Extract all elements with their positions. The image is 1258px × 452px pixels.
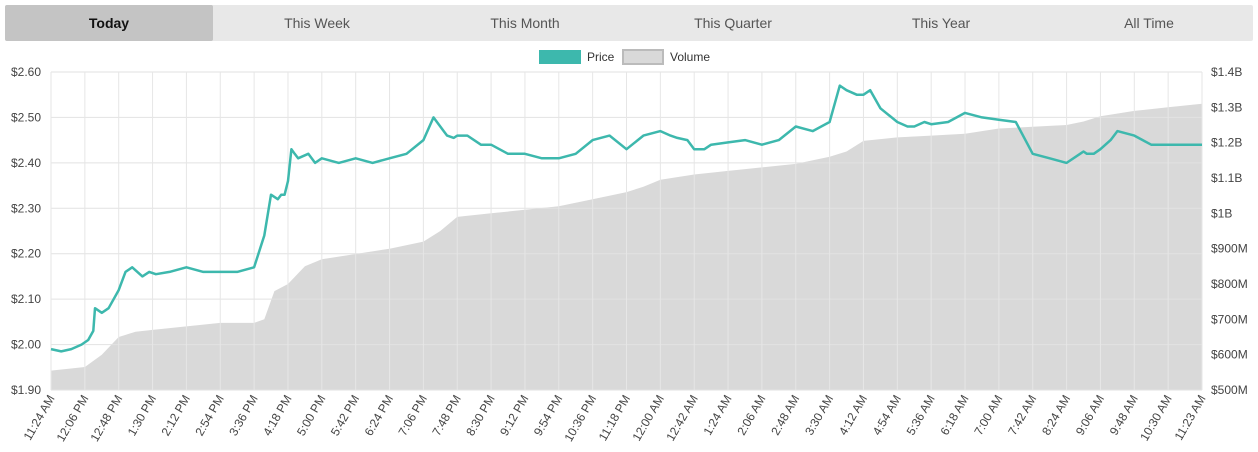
y-left-tick-label: $2.20 — [11, 247, 41, 261]
y-right-tick-label: $1.3B — [1211, 100, 1242, 114]
y-right-tick-label: $800M — [1211, 277, 1248, 291]
time-range-tabs: Today This Week This Month This Quarter … — [5, 5, 1253, 41]
x-tick-label: 7:42 AM — [1005, 393, 1039, 438]
x-tick-label: 9:54 PM — [531, 393, 565, 439]
x-tick-label: 12:48 PM — [87, 393, 125, 444]
x-tick-label: 11:18 PM — [596, 393, 633, 444]
x-tick-label: 9:06 AM — [1073, 393, 1107, 438]
x-tick-label: 4:18 PM — [260, 393, 294, 439]
y-right-tick-label: $1.2B — [1211, 136, 1242, 150]
legend-volume-swatch — [622, 49, 664, 65]
x-tick-label: 12:42 AM — [663, 392, 700, 443]
x-tick-label: 4:12 AM — [836, 393, 870, 438]
y-right-tick-label: $1.1B — [1211, 171, 1242, 185]
y-right-tick-label: $600M — [1211, 348, 1248, 362]
tab-this-month[interactable]: This Month — [490, 15, 560, 31]
tab-all-time[interactable]: All Time — [1124, 15, 1174, 31]
x-tick-label: 10:30 AM — [1137, 392, 1174, 443]
price-line — [50, 84, 1202, 353]
legend-volume-label: Volume — [670, 50, 710, 64]
x-tick-label: 1:30 PM — [125, 393, 159, 439]
x-tick-label: 2:48 AM — [768, 393, 802, 438]
y-left-tick-label: $2.60 — [11, 65, 41, 79]
y-left-tick-label: $2.40 — [11, 156, 41, 170]
y-right-tick-label: $1B — [1211, 206, 1232, 220]
x-tick-label: 6:24 PM — [362, 393, 396, 439]
y-left-tick-label: $2.00 — [11, 338, 41, 352]
x-tick-label: 2:54 PM — [192, 393, 226, 439]
x-tick-label: 7:00 AM — [971, 393, 1005, 438]
x-tick-label: 3:36 PM — [226, 393, 260, 439]
legend-price-swatch — [539, 50, 581, 64]
x-tick-label: 7:06 PM — [396, 393, 430, 439]
y-left-tick-label: $1.90 — [11, 383, 41, 397]
x-tick-label: 3:30 AM — [802, 393, 836, 438]
x-tick-label: 2:06 AM — [734, 393, 768, 438]
y-right-tick-label: $500M — [1211, 383, 1248, 397]
tab-today[interactable]: Today — [5, 5, 213, 41]
tab-this-year[interactable]: This Year — [911, 15, 971, 31]
x-tick-label: 2:12 PM — [159, 393, 193, 439]
x-tick-label: 11:23 AM — [1172, 392, 1209, 442]
x-tick-label: 9:48 AM — [1107, 393, 1141, 438]
x-tick-label: 8:30 PM — [463, 393, 497, 439]
x-tick-label: 9:12 PM — [497, 393, 531, 439]
x-tick-label: 5:00 PM — [294, 393, 328, 439]
y-left-tick-label: $2.50 — [11, 110, 41, 124]
y-right-tick-label: $1.4B — [1211, 65, 1242, 79]
y-right-tick-label: $900M — [1211, 242, 1248, 256]
legend-price-label: Price — [587, 50, 615, 64]
x-tick-label: 12:06 PM — [54, 393, 92, 444]
x-tick-label: 5:42 PM — [328, 393, 362, 439]
tab-this-week[interactable]: This Week — [284, 15, 350, 31]
x-tick-label: 4:54 AM — [870, 393, 904, 438]
x-tick-label: 8:24 AM — [1039, 393, 1073, 438]
x-tick-label: 10:36 PM — [561, 393, 599, 444]
x-tick-label: 6:18 AM — [937, 393, 971, 438]
y-left-tick-label: $2.10 — [11, 292, 41, 306]
x-tick-label: 1:24 AM — [701, 393, 735, 438]
x-tick-label: 12:00 AM — [629, 392, 666, 443]
tab-this-quarter[interactable]: This Quarter — [694, 15, 772, 31]
x-tick-label: 5:36 AM — [904, 393, 938, 438]
x-tick-label: 7:48 PM — [429, 393, 463, 439]
x-tick-label: 11:24 AM — [21, 392, 58, 442]
y-left-tick-label: $2.30 — [11, 201, 41, 215]
y-right-tick-label: $700M — [1211, 312, 1248, 326]
